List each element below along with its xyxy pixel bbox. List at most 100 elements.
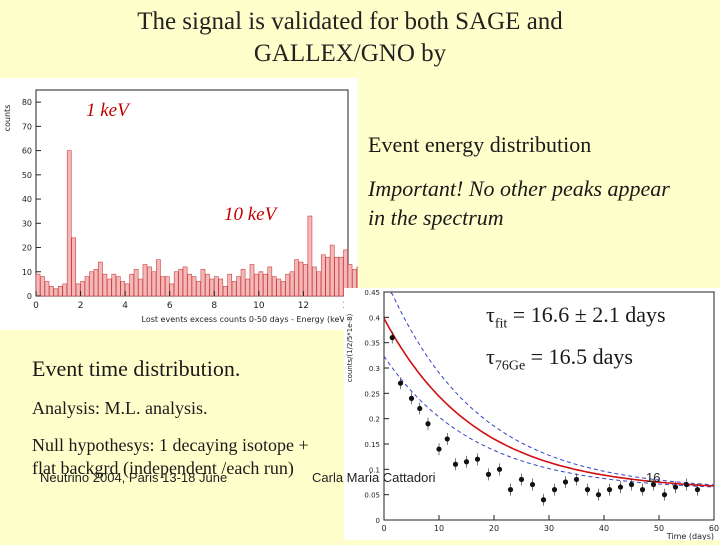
hist-bar [156,259,161,297]
hist-bar [80,281,85,297]
hist-bar [307,215,313,297]
hist-bar [196,281,201,297]
hist-x-axis-label: Lost events excess counts 0-50 days - En… [142,315,349,324]
peak-label-1kev: 1 keV [86,100,129,121]
time-y-tick-label: 0.25 [364,390,380,398]
hist-bar [338,256,344,297]
hist-bar [227,273,233,297]
time-y-tick-label: 0 [376,517,380,525]
hist-bar [329,244,335,297]
hist-bar [124,283,130,297]
hist-bar [151,271,157,297]
hist-bar [173,271,179,297]
hist-bar [240,269,246,297]
hist-bar [120,281,126,297]
data-point [452,461,459,467]
hist-bar [57,286,63,297]
slide-title: The signal is validated for both SAGE an… [60,6,640,70]
hist-bar [200,269,206,297]
time-heading: Event time distribution. [32,356,241,381]
fit-curve [383,317,715,487]
fit-band-lower [383,355,715,488]
hist-bar [320,254,326,297]
hist-bar [303,264,308,297]
data-point [617,484,624,490]
hist-bar [71,237,77,297]
data-point [507,487,514,493]
hist-bar [213,276,219,297]
data-point [425,421,431,427]
time-y-axis-label: counts/(1/2/5*1e-8) [346,313,354,382]
data-point [573,476,580,483]
footer-center: Carla Maria Cattadori [312,470,436,485]
data-point [562,479,569,485]
hist-y-tick-label: 50 [22,171,32,180]
hist-y-tick-label: 70 [22,122,32,131]
hist-bar [142,264,148,297]
data-point [540,497,547,503]
hist-bar [258,271,264,297]
tau-fit-value: = 16.6 ± 2.1 days [507,302,666,327]
hist-bar [334,256,339,297]
hist-bar [66,150,72,297]
data-point [606,487,613,493]
null-line-1: Null hypothesys: 1 decaying isotope + [32,435,309,455]
hist-x-tick-label: 4 [122,301,128,311]
important-line-1: Important! No other peaks appear [368,176,670,201]
hist-y-tick-label: 30 [22,219,32,228]
hist-y-tick-label: 40 [22,195,32,204]
hist-bar [316,271,322,297]
time-x-axis-label: Time (days) [666,532,714,540]
data-point [628,481,635,488]
hist-bar [111,273,117,297]
footer-left: Neutrino 2004, Paris 13-18 June [40,470,228,485]
data-point [584,487,591,493]
time-distribution-panel: 0 10 20 30 40 50 60 0 0.05 0.1 0.15 0.2 0.25 0.3 0.35 0… [344,288,720,541]
hist-bar [147,266,152,297]
title-line-1: The signal is validated for both SAGE an… [137,8,563,35]
time-y-tick-label: 0.05 [364,492,380,500]
hist-x-tick-label: 12 [298,301,309,311]
hist-bar [236,276,241,297]
data-point [694,487,701,493]
data-point [595,492,602,498]
data-point [672,484,679,490]
data-point [444,436,450,442]
data-point [650,481,657,488]
hist-bar [102,273,108,297]
hist-bar [169,283,175,297]
hist-y-tick-label: 0 [27,292,32,301]
peak-label-10kev: 10 keV [224,204,277,225]
energy-histogram: 0246810121401020304050607080countsLost e… [3,89,393,324]
data-point [496,466,503,472]
hist-bar [285,273,290,297]
hist-bar [263,273,268,297]
hist-bar [231,281,237,297]
hist-bar [107,278,112,297]
hist-bar [298,261,304,297]
time-y-tick-label: 0.2 [369,416,380,424]
hist-bar [312,266,317,297]
hist-bar [53,288,59,297]
hist-bar [249,264,255,297]
hist-bar [209,278,215,297]
hist-y-tick-label: 80 [22,98,32,107]
hist-bar [160,276,166,297]
time-y-tick-label: 0.45 [364,289,380,297]
time-y-tick-label: 0.35 [364,340,380,348]
tau-ge-sub: 76Ge [494,358,526,374]
analysis-text: Analysis: M.L. analysis. [32,398,208,418]
tau-ge: τ76Ge = 16.5 days [486,344,633,374]
data-point [417,405,423,412]
hist-bar [182,266,188,297]
page-number: 16 [646,470,661,485]
data-point [485,471,492,477]
hist-bar [280,281,286,297]
energy-histogram-panel: 0246810121401020304050607080countsLost e… [0,78,393,330]
time-x-tick-label: 60 [709,524,719,533]
hist-bar [133,269,139,297]
hist-bar [93,269,99,297]
hist-bar [245,278,250,297]
important-line-2: in the spectrum [368,205,504,230]
time-x-tick-label: 30 [544,524,554,533]
